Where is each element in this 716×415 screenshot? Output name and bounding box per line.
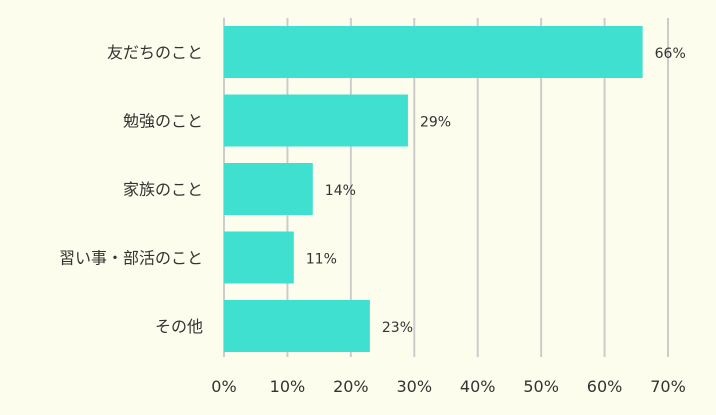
x-tick-label-6: 60%	[587, 377, 623, 396]
x-tick-label-5: 50%	[523, 377, 559, 396]
data-label-4: 23%	[382, 320, 413, 336]
x-tick-label-1: 10%	[270, 377, 306, 396]
data-label-2: 14%	[325, 183, 356, 199]
category-label-0: 友だちのこと	[107, 43, 203, 62]
data-label-0: 66%	[655, 46, 686, 62]
x-axis-ticks: 0% 10% 20% 30% 40% 50% 60% 70%	[211, 377, 685, 396]
x-tick-label-2: 20%	[333, 377, 369, 396]
x-tick-label-0: 0%	[211, 377, 236, 396]
category-label-3: 習い事・部活のこと	[59, 249, 203, 268]
category-label-4: その他	[155, 317, 203, 336]
data-label-3: 11%	[306, 252, 337, 268]
x-tick-label-3: 30%	[397, 377, 433, 396]
data-label-1: 29%	[420, 115, 451, 131]
bar-2	[224, 163, 313, 215]
bars	[224, 26, 643, 352]
category-label-2: 家族のこと	[123, 180, 203, 199]
data-labels: 66% 29% 14% 11% 23%	[306, 46, 686, 336]
x-tick-label-4: 40%	[460, 377, 496, 396]
x-tick-label-7: 70%	[650, 377, 686, 396]
bar-4	[224, 300, 370, 352]
bar-0	[224, 26, 643, 78]
bar-3	[224, 231, 294, 284]
category-label-1: 勉強のこと	[123, 112, 203, 131]
bar-1	[224, 94, 408, 147]
